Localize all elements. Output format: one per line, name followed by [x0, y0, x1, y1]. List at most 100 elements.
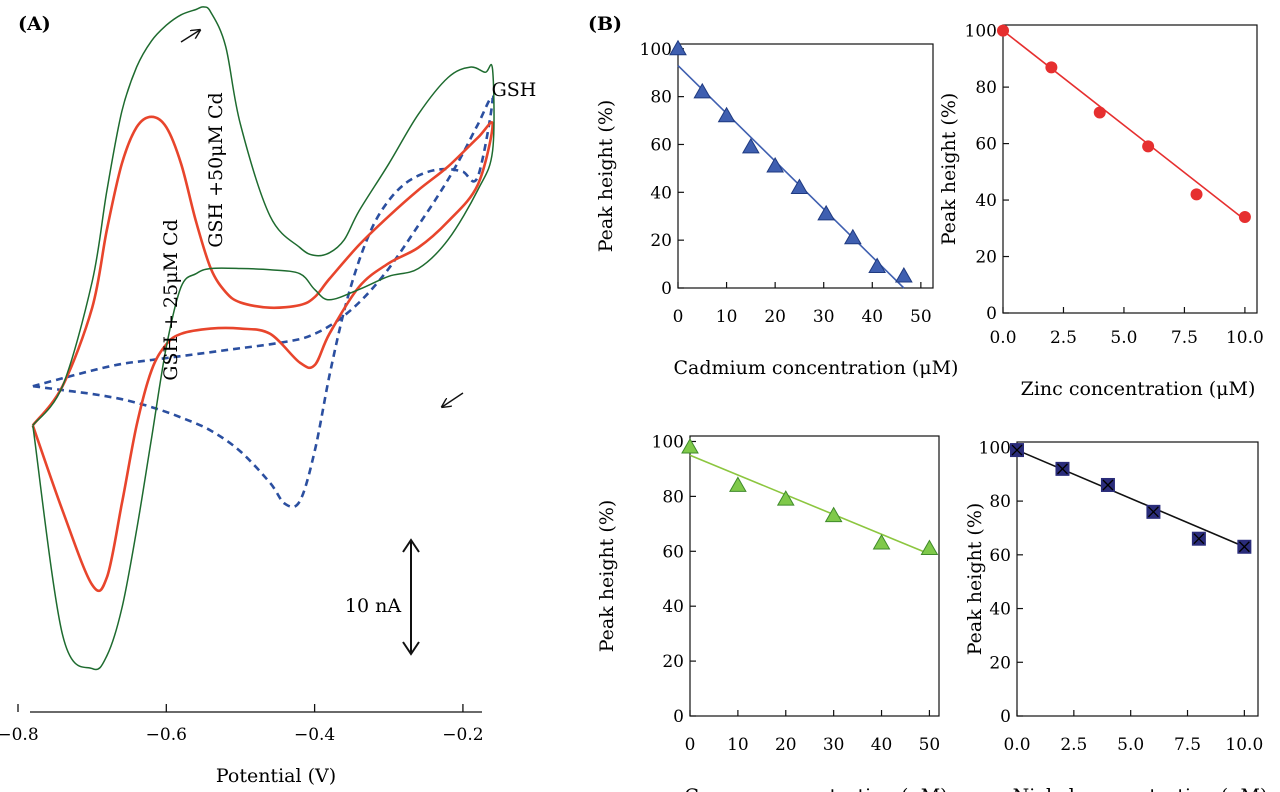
y-tick-label: 20	[975, 248, 997, 268]
fit-line	[689, 454, 930, 555]
fit-line	[1002, 30, 1246, 221]
data-point	[1190, 188, 1203, 201]
x-tick-label: 20	[764, 307, 786, 327]
x-tick-label: 2.5	[1060, 735, 1087, 755]
data-point-cross	[1011, 444, 1023, 456]
data-point	[997, 24, 1009, 37]
y-tick-label: 20	[650, 231, 672, 251]
data-point	[1146, 504, 1161, 519]
data-point	[729, 476, 747, 492]
x-tick-label: 50	[910, 307, 932, 327]
fit-line	[1016, 449, 1245, 548]
x-axis-title: Nickel concentration (μM)	[1013, 785, 1268, 792]
cv-curve-gsh	[32, 95, 494, 509]
y-tick-label: 60	[975, 135, 997, 155]
data-point	[817, 204, 836, 221]
y-tick-label: 40	[975, 191, 997, 211]
x-tick-label: 10.0	[1225, 735, 1263, 755]
x-tick-label: 10	[716, 307, 738, 327]
y-axis-title: Peak height (%)	[964, 503, 986, 656]
data-point	[669, 39, 687, 56]
cadmium-plot-panel: 0 20 40 60 80 100 0 10 20 30 40 50 Peak height (%) Ca…	[595, 39, 959, 379]
data-point	[717, 106, 736, 123]
x-tick-label: 0.0	[1003, 735, 1030, 755]
plot-frame	[677, 43, 934, 289]
y-tick-label: 80	[662, 487, 684, 507]
x-tick-label: 50	[919, 735, 941, 755]
scale-bar-arrow-up	[402, 538, 420, 553]
x-tick-label: 20	[775, 735, 797, 755]
x-tick-label: −0.8	[0, 725, 39, 745]
curve-label-gsh: GSH	[492, 79, 537, 101]
nickel-plot-panel: 0 20 40 60 80 100 0.0 2.5 5.0 7.5 10.0 Peak height …	[964, 438, 1267, 792]
data-point	[1142, 140, 1155, 153]
x-tick-label: 7.5	[1174, 735, 1201, 755]
x-tick-label: 40	[861, 307, 883, 327]
data-point	[868, 257, 887, 273]
y-tick-label: 80	[989, 492, 1011, 512]
x-tick-label: 2.5	[1050, 328, 1077, 348]
data-point	[681, 437, 699, 454]
scale-bar-arrow-down	[402, 641, 420, 656]
data-point	[1238, 211, 1251, 223]
y-tick-label: 0	[1000, 707, 1011, 727]
data-point	[1237, 539, 1252, 554]
y-tick-label: 20	[662, 652, 684, 672]
y-tick-label: 40	[650, 183, 672, 203]
data-point	[741, 137, 760, 154]
scale-bar: 10 nA	[345, 538, 420, 656]
scan-direction-arrow	[180, 30, 200, 43]
cv-curve-gsh-25um-cd	[31, 115, 494, 593]
data-point	[790, 178, 809, 195]
x-axis-title: Potential (V)	[216, 765, 336, 787]
x-axis-title: Cadmium concentration (μM)	[674, 357, 959, 379]
curve-label-gsh-50um-cd: GSH +50μM Cd	[205, 92, 227, 247]
data-point	[872, 534, 891, 550]
x-tick-label: 5.0	[1110, 328, 1137, 348]
copper-plot-panel: 0 20 40 60 80 100 0 10 20 30 40 50 Peak height (%) Co…	[596, 432, 948, 792]
data-point	[1093, 106, 1106, 119]
y-tick-label: 80	[975, 78, 997, 98]
y-tick-label: 0	[986, 304, 997, 324]
panel-a-label: (A)	[18, 13, 51, 35]
x-tick-label: −0.6	[146, 725, 187, 745]
data-point	[1010, 443, 1024, 458]
data-point	[693, 82, 712, 99]
y-tick-label: 0	[673, 707, 684, 727]
data-point	[894, 267, 913, 283]
y-tick-label: 60	[989, 546, 1011, 566]
x-tick-label: −0.2	[442, 725, 483, 745]
y-axis-title: Peak height (%)	[938, 93, 960, 246]
data-point	[1045, 61, 1058, 74]
data-point-cross	[1147, 506, 1159, 518]
data-point-cross	[1238, 541, 1250, 553]
x-tick-label: −0.4	[294, 725, 335, 745]
plot-frame	[1016, 441, 1259, 717]
x-tick-label: 0	[673, 307, 684, 327]
y-tick-label: 0	[661, 279, 672, 299]
data-point	[776, 490, 795, 506]
x-tick-label: 30	[823, 735, 845, 755]
data-point	[766, 156, 785, 173]
x-tick-label: 10	[727, 735, 749, 755]
data-point-cross	[1193, 533, 1205, 545]
panel-b-label: (B)	[588, 13, 622, 35]
y-tick-label: 100	[652, 432, 684, 452]
plot-frame	[689, 435, 940, 717]
fit-line	[677, 64, 905, 289]
y-tick-label: 40	[662, 597, 684, 617]
x-tick-label: 30	[813, 307, 835, 327]
data-point	[843, 228, 862, 245]
data-point-cross	[1057, 463, 1068, 475]
scan-direction-arrow	[442, 392, 464, 407]
y-axis-title: Peak height (%)	[596, 500, 618, 653]
y-tick-label: 100	[640, 40, 672, 60]
zinc-plot-panel: 0 20 40 60 80 100 0.0 2.5 5.0 7.5 10.0 Peak height …	[938, 22, 1264, 400]
y-tick-label: 80	[650, 88, 672, 108]
x-tick-label: 5.0	[1117, 735, 1144, 755]
data-point-cross	[1102, 479, 1114, 491]
y-tick-label: 100	[965, 22, 997, 42]
data-point	[1191, 531, 1206, 546]
x-tick-label: 0.0	[989, 328, 1016, 348]
